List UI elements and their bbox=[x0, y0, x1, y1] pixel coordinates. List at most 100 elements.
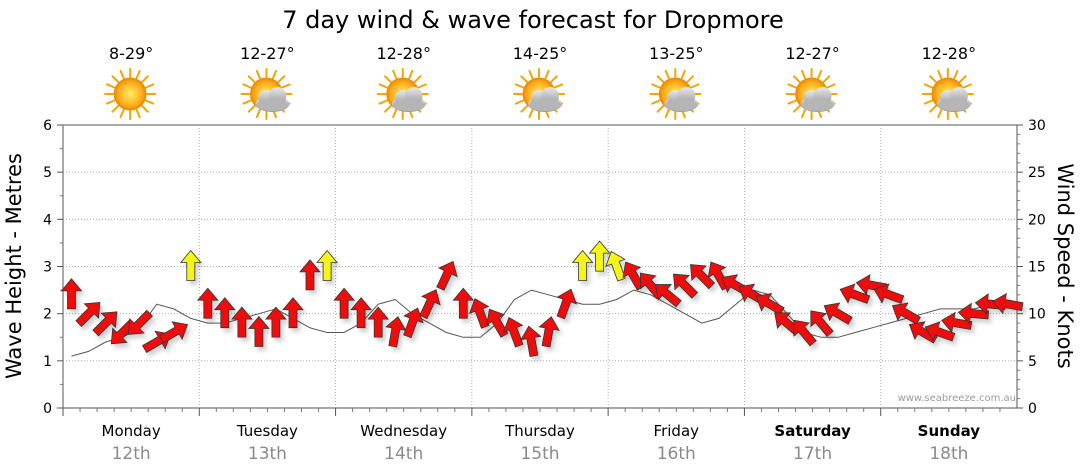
cloud-base bbox=[937, 99, 970, 111]
day-date-label: 14th bbox=[384, 444, 423, 464]
sun-ray bbox=[686, 75, 694, 83]
wind-arrow bbox=[196, 287, 219, 319]
sun-ray bbox=[958, 75, 967, 83]
sun-ray bbox=[255, 108, 261, 119]
wind-arrow bbox=[571, 249, 594, 281]
wind-arrow-shape bbox=[60, 278, 83, 310]
wind-arrow-shape bbox=[419, 289, 441, 320]
wind-arrow-shape bbox=[127, 309, 153, 335]
sun-ray bbox=[111, 105, 120, 113]
sun-disc bbox=[113, 77, 147, 111]
sun-ray bbox=[664, 108, 670, 119]
wind-arrow-shape bbox=[282, 297, 304, 329]
wind-arrow bbox=[992, 292, 1024, 315]
wind-arrow-shape bbox=[622, 261, 645, 291]
left-tick-label: 4 bbox=[43, 212, 52, 228]
sun-ray bbox=[792, 105, 801, 113]
wind-arrow bbox=[690, 264, 716, 290]
wind-arrow bbox=[75, 301, 101, 327]
sun-ray bbox=[255, 69, 261, 80]
wind-arrow-shape bbox=[891, 302, 921, 325]
sun-ray bbox=[801, 69, 807, 80]
cloud-shape bbox=[528, 87, 562, 112]
wind-arrow bbox=[265, 306, 287, 338]
sun-ray bbox=[417, 83, 427, 89]
sun-ray bbox=[528, 69, 534, 80]
sun-ray bbox=[242, 83, 252, 89]
wind-arrow-shape bbox=[673, 273, 699, 299]
wind-arrow-shape bbox=[520, 325, 542, 357]
wind-arrow-shape bbox=[468, 298, 490, 329]
wind-arrow-shape bbox=[452, 287, 475, 319]
wind-arrow bbox=[873, 283, 905, 304]
sun-ray bbox=[801, 108, 807, 119]
wind-arrow-shape bbox=[159, 321, 189, 344]
wind-arrow bbox=[588, 240, 611, 272]
wind-arrow bbox=[159, 321, 189, 344]
wind-arrow-shape bbox=[556, 288, 578, 320]
sun-ray bbox=[937, 108, 943, 119]
sun-ray bbox=[822, 75, 831, 83]
sun-ray bbox=[144, 99, 155, 105]
wind-arrow bbox=[655, 284, 682, 308]
day-name-label: Saturday bbox=[774, 422, 851, 440]
wind-arrow bbox=[452, 287, 475, 319]
sun-cloud-icon bbox=[649, 68, 702, 120]
sun-ray bbox=[111, 75, 120, 83]
sun-ray bbox=[937, 69, 943, 80]
wind-arrow bbox=[92, 311, 118, 337]
sun-ray bbox=[242, 99, 252, 105]
sun-ray bbox=[119, 108, 125, 119]
sun-cloud-icon bbox=[376, 68, 429, 120]
sun-ray bbox=[520, 105, 528, 113]
cloud-base bbox=[665, 99, 698, 111]
sun-ray bbox=[384, 75, 392, 83]
day-temperature: 13-25° bbox=[649, 44, 704, 63]
sun-ray bbox=[135, 69, 141, 80]
left-tick-label: 5 bbox=[43, 165, 52, 181]
wind-arrow bbox=[60, 278, 83, 310]
sun-ray bbox=[392, 69, 398, 80]
chart-title: 7 day wind & wave forecast for Dropmore bbox=[282, 6, 784, 34]
sun-ray bbox=[144, 83, 155, 89]
x-axis-day-labels: Monday 12th Tuesday 13th Wednesday 14th Thursd… bbox=[102, 422, 981, 464]
wind-arrow-shape bbox=[502, 316, 524, 348]
sun-ray bbox=[923, 83, 934, 89]
day-date-label: 16th bbox=[657, 444, 696, 464]
wind-arrow bbox=[299, 259, 321, 291]
sun-ray bbox=[929, 105, 937, 113]
day-temperature: 12-28° bbox=[922, 44, 977, 63]
cloud-base bbox=[801, 99, 834, 111]
wind-arrow-shape bbox=[436, 260, 458, 291]
sun-ray bbox=[271, 69, 277, 80]
wind-arrow bbox=[486, 308, 509, 338]
wind-arrow bbox=[127, 309, 153, 335]
cloud-shape bbox=[391, 87, 426, 112]
wind-arrow-shape bbox=[992, 292, 1024, 315]
wind-arrow bbox=[231, 306, 253, 338]
left-tick-label: 3 bbox=[43, 260, 52, 276]
daily-weather-icons bbox=[104, 68, 974, 120]
cloud-shape bbox=[255, 87, 290, 112]
day-temperature: 12-28° bbox=[376, 44, 431, 63]
wind-arrow bbox=[957, 302, 990, 325]
wind-arrow bbox=[520, 325, 542, 357]
wind-arrow-shape bbox=[839, 283, 871, 304]
sun-ray bbox=[787, 99, 797, 105]
right-axis: 0 5 10 15 20 25 30 bbox=[1017, 118, 1046, 417]
cloud-base bbox=[529, 99, 561, 111]
day-temperature: 12-27° bbox=[785, 44, 840, 63]
wind-arrow bbox=[350, 297, 372, 329]
left-tick-label: 6 bbox=[43, 118, 52, 134]
wind-arrow-shape bbox=[924, 321, 956, 342]
right-tick-label: 10 bbox=[1028, 307, 1046, 323]
sun-ray bbox=[514, 83, 525, 89]
wind-arrow bbox=[419, 289, 441, 320]
day-date-label: 15th bbox=[520, 444, 559, 464]
sun-ray bbox=[826, 83, 836, 89]
sun-ray bbox=[141, 105, 149, 113]
right-tick-label: 0 bbox=[1028, 401, 1037, 417]
wind-arrow-shape bbox=[823, 302, 853, 325]
sun-rays bbox=[649, 68, 702, 120]
